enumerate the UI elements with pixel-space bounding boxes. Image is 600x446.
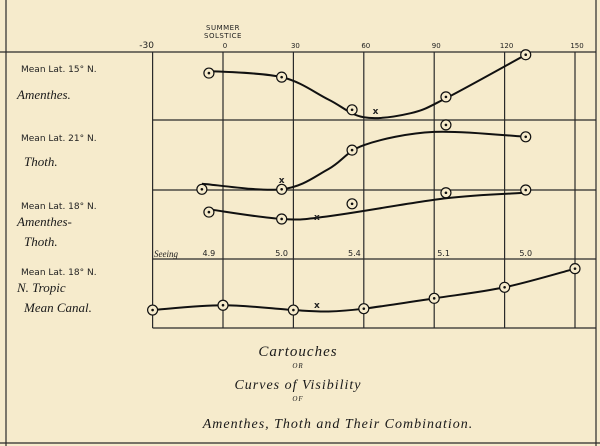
x-tick-label: 0 <box>223 42 227 50</box>
observation-point-dot <box>151 308 154 312</box>
x-mark: x <box>314 213 320 223</box>
observation-point-dot <box>524 188 528 192</box>
observation-point-dot <box>207 71 211 75</box>
row-latitude-label: Mean Lat. 15° N. <box>21 65 97 75</box>
observation-point-dot <box>200 188 204 191</box>
visibility-curve <box>208 53 527 120</box>
observation-point-dot <box>292 308 295 312</box>
observation-point-dot <box>444 95 448 99</box>
row-latitude-label: Mean Lat. 21° N. <box>21 134 97 144</box>
x-mark: x <box>373 107 379 117</box>
row-name-label: Thoth. <box>24 154 58 169</box>
chart-title-line: OR <box>292 362 303 370</box>
observation-point-dot <box>350 148 354 152</box>
x-tick-label: -30 <box>139 41 154 51</box>
chart-title-line: Curves of Visibility <box>234 378 361 393</box>
x-tick-label: 90 <box>432 42 441 50</box>
row-name-label: N. Tropic <box>16 280 66 295</box>
chart-title-line: Amenthes, Thoth and Their Combination. <box>202 417 474 432</box>
observation-point-dot <box>221 303 225 307</box>
observation-point-dot <box>350 202 354 206</box>
observation-point-dot <box>362 307 366 310</box>
visibility-curve <box>208 191 526 221</box>
observation-point-dot <box>444 191 448 195</box>
observation-point-dot <box>524 135 528 139</box>
observation-point-dot <box>350 108 354 112</box>
seeing-value: 5.1 <box>437 249 450 258</box>
seeing-value: 5.4 <box>348 249 361 258</box>
seeing-value: 5.0 <box>275 249 288 258</box>
x-mark: x <box>314 301 320 311</box>
row-name-label: Amenthes. <box>16 87 71 102</box>
summer-solstice-label: SUMMER <box>206 24 240 32</box>
observation-point-dot <box>280 75 283 79</box>
x-mark: x <box>279 176 285 186</box>
observation-point-dot <box>573 267 577 270</box>
row-name-label: Amenthes- <box>16 214 72 229</box>
row-name-label: Thoth. <box>24 234 58 249</box>
observation-point-dot <box>503 285 506 289</box>
seeing-value: 4.9 <box>203 249 216 258</box>
summer-solstice-label: SOLSTICE <box>204 32 242 40</box>
observation-point-dot <box>432 297 436 300</box>
x-tick-label: 120 <box>500 42 513 50</box>
row-name-label: Mean Canal. <box>23 300 92 315</box>
observation-point-dot <box>280 217 283 221</box>
row-latitude-label: Mean Lat. 18° N. <box>21 268 97 278</box>
observation-point-dot <box>280 188 283 191</box>
observation-point-dot <box>524 53 528 57</box>
seeing-value: 5.0 <box>519 249 532 258</box>
row-latitude-label: Mean Lat. 18° N. <box>21 202 97 212</box>
observation-point-dot <box>444 123 448 127</box>
x-tick-label: 150 <box>570 42 583 50</box>
x-tick-label: 30 <box>291 42 300 50</box>
chart-title-line: OF <box>292 395 303 403</box>
x-tick-label: 60 <box>361 42 370 50</box>
observation-point-dot <box>207 210 211 214</box>
seeing-label: Seeing <box>154 249 178 259</box>
chart-title-line: Cartouches <box>258 344 337 360</box>
